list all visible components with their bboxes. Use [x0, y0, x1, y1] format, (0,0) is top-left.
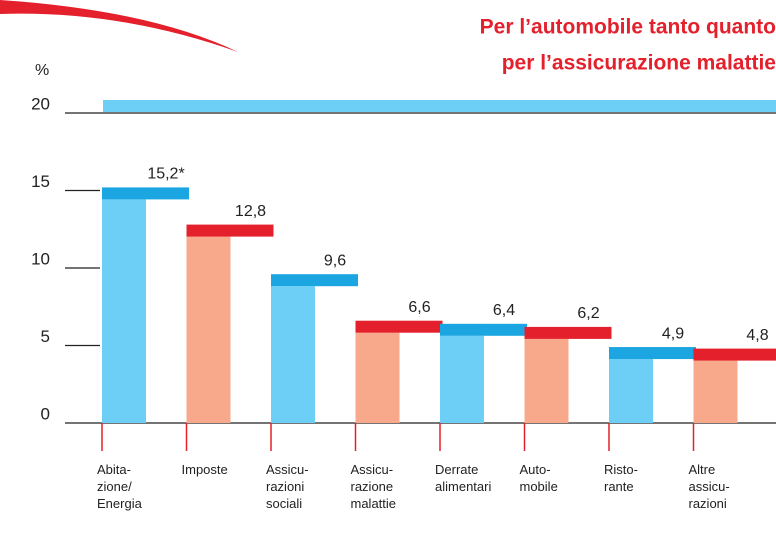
value-label: 15,2* — [147, 166, 184, 183]
x-tick-label: Altre assicu- razioni — [689, 461, 730, 512]
y-tick-label: 5 — [41, 327, 50, 346]
value-label: 6,2 — [577, 305, 599, 322]
bar-cap — [440, 324, 527, 336]
value-label: 4,8 — [746, 327, 768, 344]
bar-cap — [102, 187, 189, 199]
y-tick-label: 20 — [31, 94, 50, 113]
bar — [187, 237, 231, 423]
value-label: 6,4 — [493, 302, 515, 319]
y-tick-label: 0 — [41, 404, 50, 423]
bar-cap — [694, 349, 776, 361]
x-tick-label: Assicu- razioni sociali — [266, 461, 309, 512]
x-tick-label: Auto- mobile — [520, 461, 558, 495]
bar — [356, 333, 400, 423]
value-label: 4,9 — [662, 325, 684, 342]
x-tick-label: Assicu- razione malattie — [351, 461, 397, 512]
bar — [102, 199, 146, 423]
y-tick-label: 10 — [31, 249, 50, 268]
bar-cap — [271, 274, 358, 286]
bar-cap — [187, 225, 274, 237]
value-label: 9,6 — [324, 252, 346, 269]
chart-title: per l’assicurazione malattie — [502, 52, 776, 75]
bar — [609, 359, 653, 423]
bar — [525, 339, 569, 423]
x-tick-label: Abita- zione/ Energia — [97, 461, 142, 512]
y-axis-label: % — [35, 62, 49, 79]
value-label: 12,8 — [235, 203, 266, 220]
bar — [271, 286, 315, 423]
value-label: 6,6 — [408, 299, 430, 316]
bar-cap — [609, 347, 696, 359]
swoosh — [0, 0, 238, 52]
x-tick-label: Risto- rante — [604, 461, 638, 495]
x-tick-label: Imposte — [182, 461, 228, 478]
bar-cap — [356, 321, 443, 333]
bar — [440, 336, 484, 423]
top-band — [103, 100, 776, 112]
bar — [694, 361, 738, 423]
x-tick-label: Derrate alimentari — [435, 461, 491, 495]
bar-cap — [525, 327, 612, 339]
chart-title: Per l’automobile tanto quanto — [480, 16, 776, 39]
y-tick-label: 15 — [31, 172, 50, 191]
chart: Per l’automobile tanto quanto per l’assi… — [0, 0, 776, 547]
